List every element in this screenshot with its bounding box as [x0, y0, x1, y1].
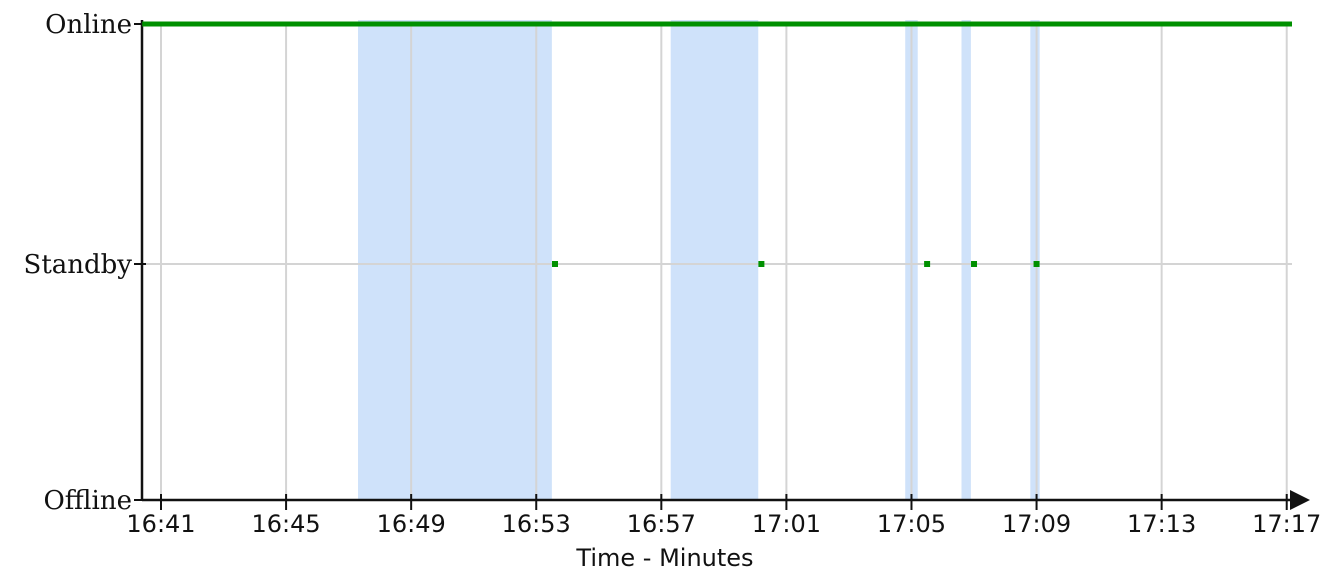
shaded-interval — [961, 20, 971, 500]
standby-point — [758, 261, 765, 267]
x-tick-label: 16:41 — [126, 510, 195, 538]
y-tick-label: Standby — [24, 250, 133, 280]
x-tick-label: 17:09 — [1002, 510, 1071, 538]
standby-point — [924, 261, 931, 267]
x-tick-labels: 16:41 16:45 16:49 16:53 16:57 17:01 17:05 17:09… — [126, 494, 1321, 538]
y-tick-label: Offline — [43, 486, 132, 516]
x-tick-label: 16:57 — [627, 510, 696, 538]
shaded-intervals — [358, 20, 1040, 500]
series-marks — [142, 21, 1292, 267]
standby-point — [971, 261, 978, 267]
x-axis-title: Time - Minutes — [575, 544, 753, 572]
x-axis-arrow — [1290, 490, 1310, 510]
standby-point — [552, 261, 559, 267]
x-tick-label: 17:05 — [877, 510, 946, 538]
shaded-interval — [1030, 20, 1040, 500]
shaded-interval — [670, 20, 759, 500]
y-tick-label: Online — [45, 10, 132, 40]
gridlines — [142, 24, 1292, 500]
x-tick-label: 16:45 — [251, 510, 320, 538]
standby-point — [1033, 261, 1040, 267]
x-tick-label: 16:49 — [377, 510, 446, 538]
x-tick-label: 16:53 — [502, 510, 571, 538]
shaded-interval — [358, 20, 552, 500]
x-tick-label: 17:17 — [1252, 510, 1321, 538]
axes — [140, 20, 1310, 510]
y-tick-labels: Offline Standby Online — [24, 10, 146, 516]
x-tick-label: 17:01 — [752, 510, 821, 538]
x-tick-label: 17:13 — [1127, 510, 1196, 538]
